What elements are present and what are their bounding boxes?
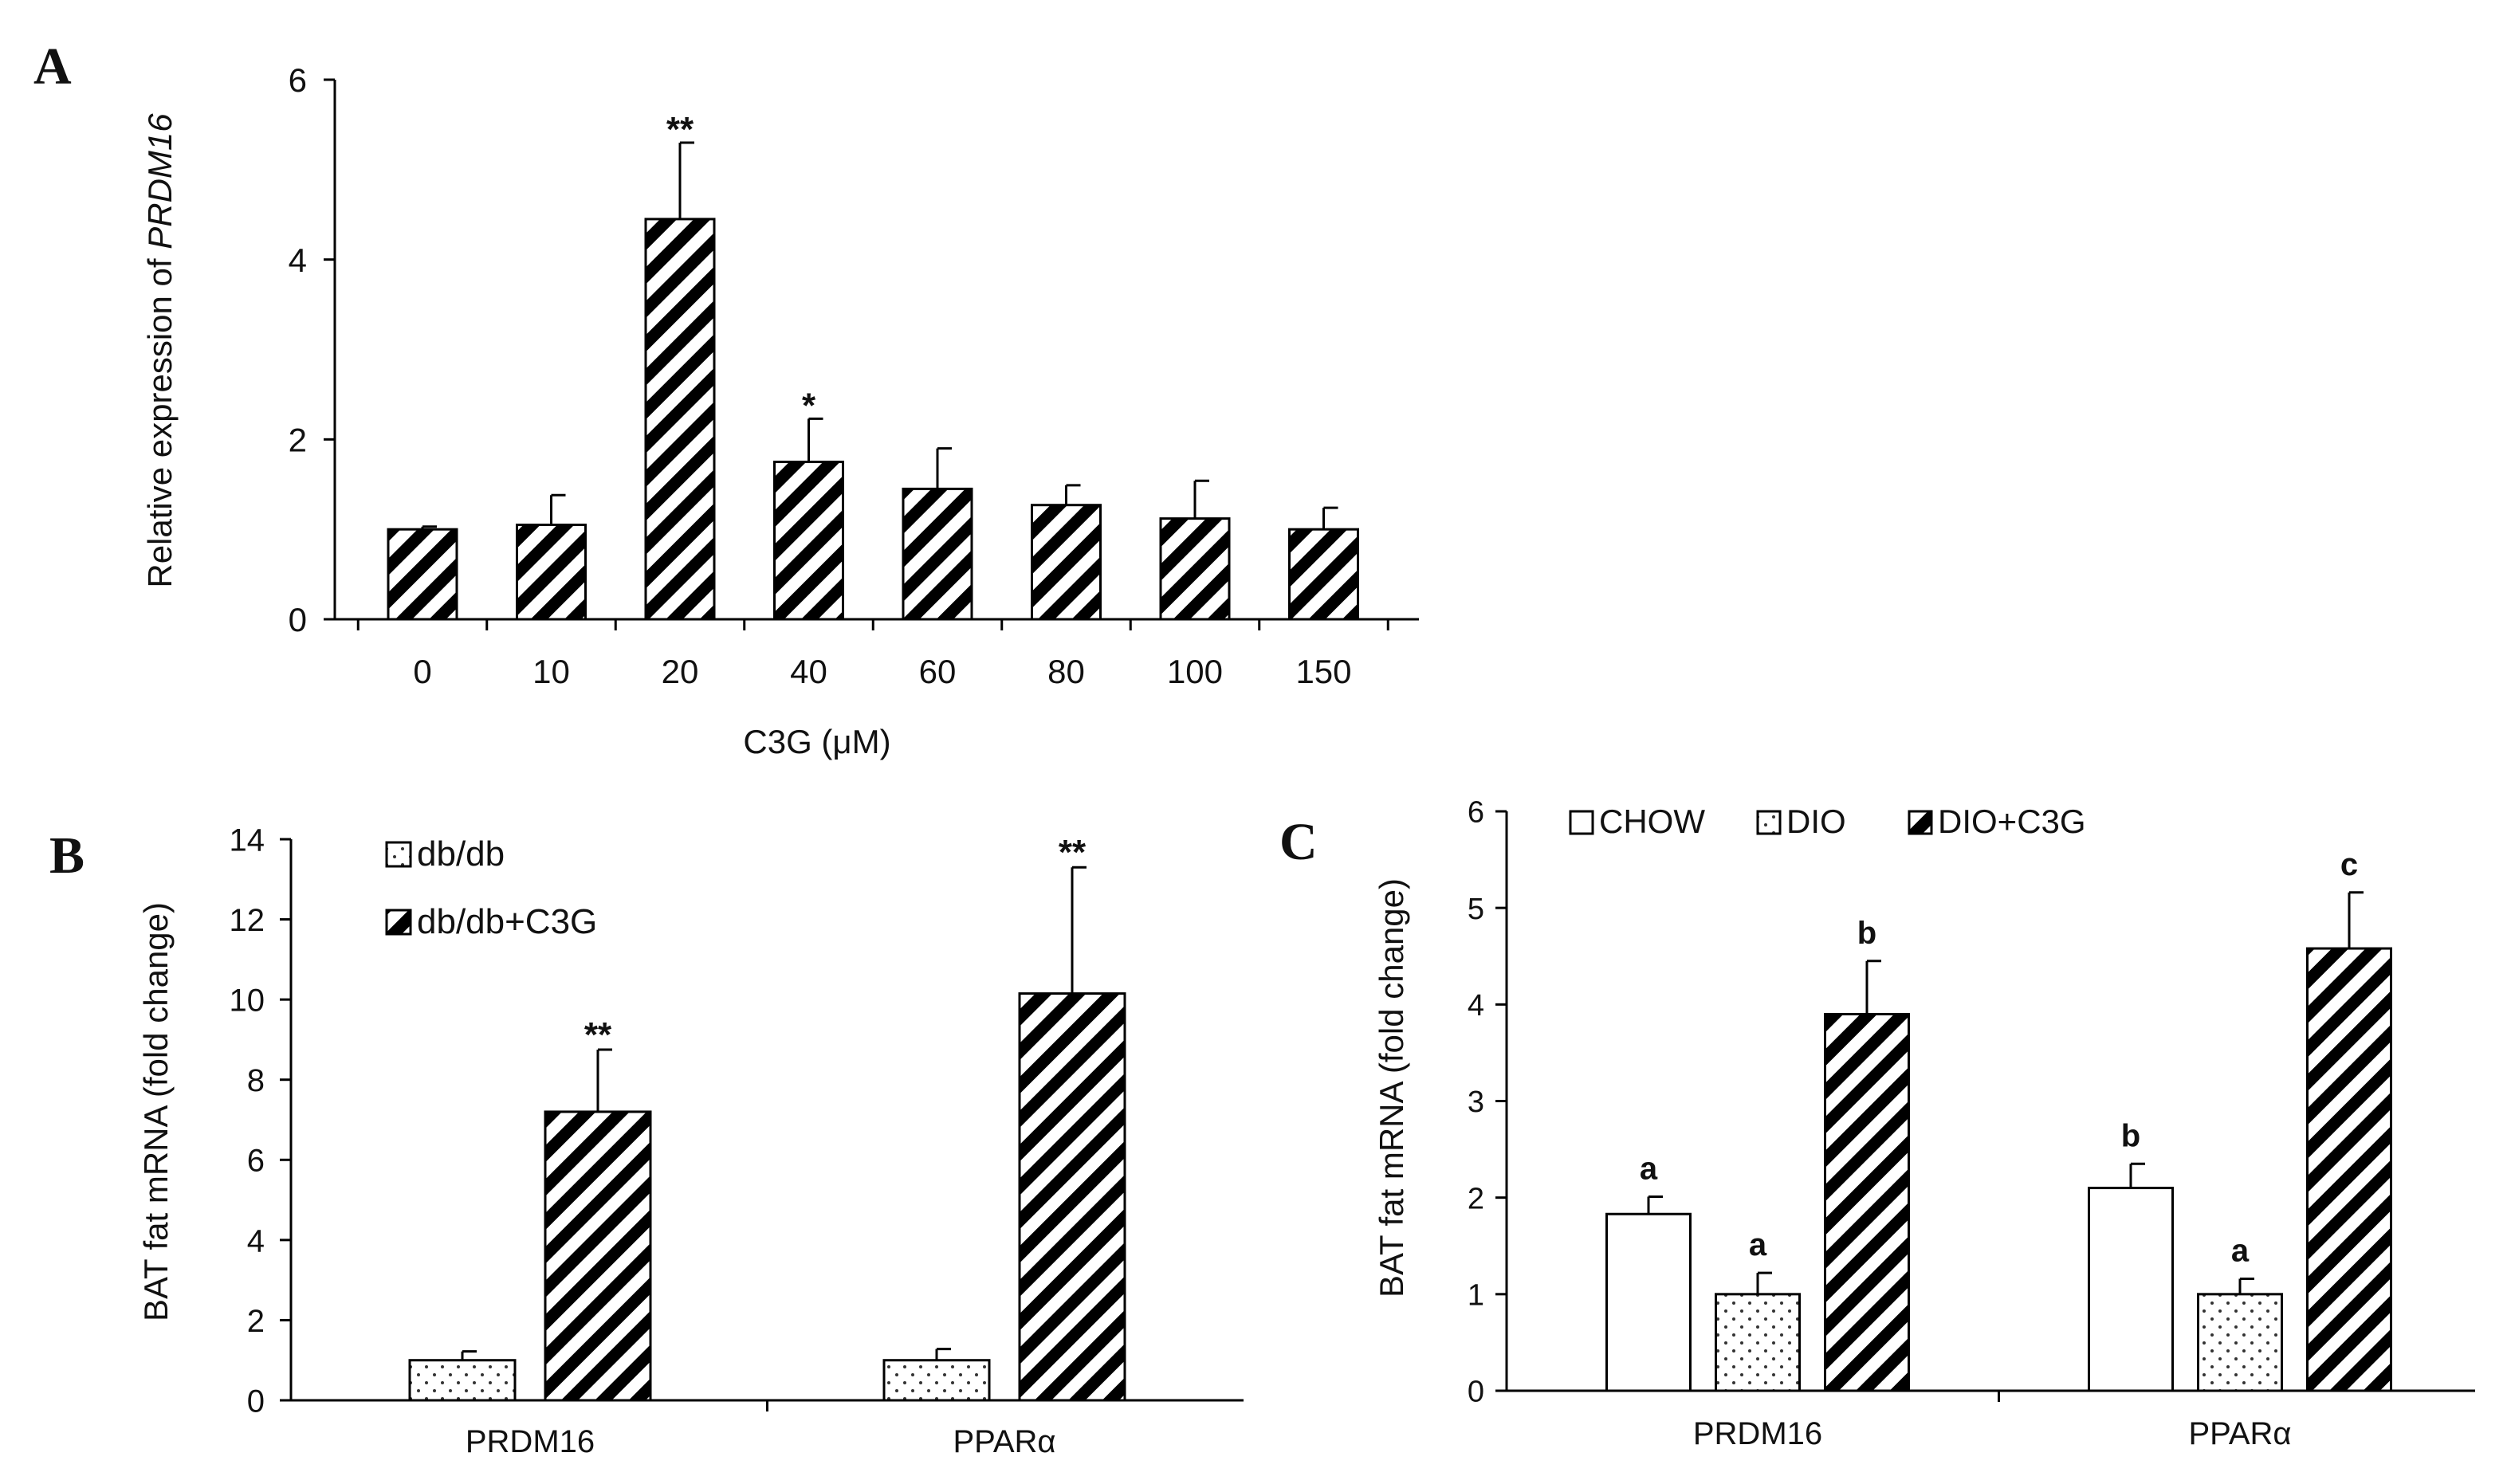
panel-b-y-tick-label: 2	[247, 1304, 265, 1339]
panel-letter-b: B	[49, 826, 84, 885]
panel-c-y-tick-label: 4	[1468, 989, 1484, 1023]
panel-a-x-tick-label: 60	[919, 653, 957, 690]
legend-label: CHOW	[1599, 803, 1705, 840]
panel-c-bar-dio-c3g-1	[2306, 947, 2392, 1392]
panel-a-y-axis-label: Relative expression of PRDM16	[141, 113, 179, 588]
panel-a-bar-prdm16-6	[1159, 517, 1231, 621]
panel-a-y-tick-label: 2	[289, 421, 307, 458]
legend-swatch-dio	[1756, 810, 1782, 835]
legend-swatch-db-db-c3g	[385, 909, 412, 936]
panel-c-x-tick-label: PRDM16	[1693, 1416, 1822, 1451]
panel-c-y-tick-label: 1	[1468, 1279, 1484, 1313]
panel-c-legend: CHOW DIO DIO+C3G	[1569, 803, 2086, 840]
panel-c-y-tick-label: 0	[1468, 1376, 1484, 1409]
panel-a-y-tick-label: 6	[289, 61, 307, 99]
panel-letter-a: A	[33, 37, 72, 96]
panel-a-x-tick-label: 10	[532, 653, 570, 690]
panel-c-bar-chow-1	[2088, 1187, 2174, 1392]
panel-a-bar-prdm16-7	[1288, 528, 1359, 621]
panel-a-bar-prdm16-1	[516, 524, 587, 621]
panel-a-x-tick-label: 100	[1167, 653, 1223, 690]
panel-a-bar-prdm16-3	[773, 461, 844, 621]
panel-b-x-tick-label: PRDM16	[466, 1424, 595, 1459]
panel-a-bar-prdm16-2	[644, 218, 716, 621]
panel-c-significance-label: c	[2340, 847, 2358, 882]
panel-b-bar-db-db-c3g-0	[544, 1110, 652, 1402]
panel-a-bar-prdm16-5	[1031, 504, 1102, 621]
panel-a-y-tick-label: 0	[289, 601, 307, 638]
panel-b-y-tick-label: 0	[247, 1384, 265, 1419]
panel-a-y-tick-label: 4	[289, 241, 307, 279]
legend-label: DIO	[1786, 803, 1846, 840]
panel-c-y-tick-label: 3	[1468, 1086, 1484, 1119]
panel-a-significance-label: *	[802, 386, 816, 425]
panel-a-x-tick-label: 150	[1295, 653, 1351, 690]
panel-c-bar-dio-0	[1715, 1293, 1801, 1392]
panel-b-y-tick-label: 12	[230, 903, 265, 938]
panel-c-significance-label: b	[1857, 916, 1876, 951]
panel-a-x-axis-label: C3G (μM)	[743, 723, 890, 760]
panel-c-bar-dio-1	[2197, 1293, 2283, 1392]
panel-b-significance-label: **	[1059, 833, 1087, 872]
panel-b-y-tick-label: 10	[230, 983, 265, 1019]
panel-a-x-tick-label: 40	[790, 653, 827, 690]
legend-label: db/db+C3G	[417, 902, 597, 941]
legend-label: DIO+C3G	[1938, 803, 2086, 840]
panel-b-y-tick-label: 8	[247, 1063, 265, 1098]
panel-c-significance-label: a	[1640, 1151, 1658, 1186]
panel-b-significance-label: **	[584, 1015, 612, 1054]
panel-b-bar-db-db-1	[882, 1359, 991, 1402]
panel-a-x-tick-label: 20	[662, 653, 699, 690]
panel-b-legend: db/db db/db+C3G	[385, 834, 597, 941]
panel-c-significance-label: b	[2121, 1118, 2140, 1153]
panel-b-y-tick-label: 14	[230, 822, 265, 858]
panel-c-x-tick-label: PPARα	[2188, 1416, 2291, 1451]
panel-b-y-tick-label: 6	[247, 1144, 265, 1179]
panel-c-y-tick-label: 2	[1468, 1182, 1484, 1215]
panel-letter-c: C	[1279, 813, 1318, 871]
panel-c-y-tick-label: 6	[1468, 796, 1484, 830]
panel-a-bar-prdm16-0	[387, 528, 458, 621]
panel-c-chart: BAT fat mRNA (fold change) 0 1 2 3 4 5 6 a a b PRD…	[1373, 796, 2475, 1451]
panel-c-y-axis-label: BAT fat mRNA (fold change)	[1373, 878, 1410, 1298]
panel-b-x-tick-label: PPARα	[953, 1424, 1055, 1459]
panel-a-x-tick-label: 0	[413, 653, 431, 690]
panel-a-x-tick-label: 80	[1047, 653, 1085, 690]
panel-c-bar-chow-0	[1605, 1212, 1692, 1392]
panel-b-bar-db-db-0	[408, 1359, 517, 1402]
legend-swatch-db-db	[385, 841, 412, 868]
legend-label: db/db	[417, 834, 505, 874]
panel-a-bar-prdm16-4	[902, 487, 973, 621]
panel-b-bar-db-db-c3g-1	[1018, 992, 1126, 1402]
legend-swatch-dio-c3g	[1908, 810, 1933, 835]
panel-b-y-axis-label: BAT fat mRNA (fold change)	[137, 902, 175, 1321]
panel-c-significance-label: a	[2231, 1233, 2250, 1268]
panel-c-bar-dio-c3g-0	[1824, 1012, 1910, 1392]
panel-b-chart: BAT fat mRNA (fold change) 0 2 4 6 8 10 12 14 **…	[137, 822, 1244, 1459]
panel-a-significance-label: **	[666, 110, 694, 149]
panel-a-chart: Relative expression of PRDM16 C3G (μM) 0…	[141, 61, 1419, 760]
panel-c-y-tick-label: 5	[1468, 893, 1484, 926]
panel-c-significance-label: a	[1749, 1227, 1767, 1262]
panel-b-y-tick-label: 4	[247, 1223, 265, 1258]
legend-swatch-chow	[1569, 810, 1594, 835]
